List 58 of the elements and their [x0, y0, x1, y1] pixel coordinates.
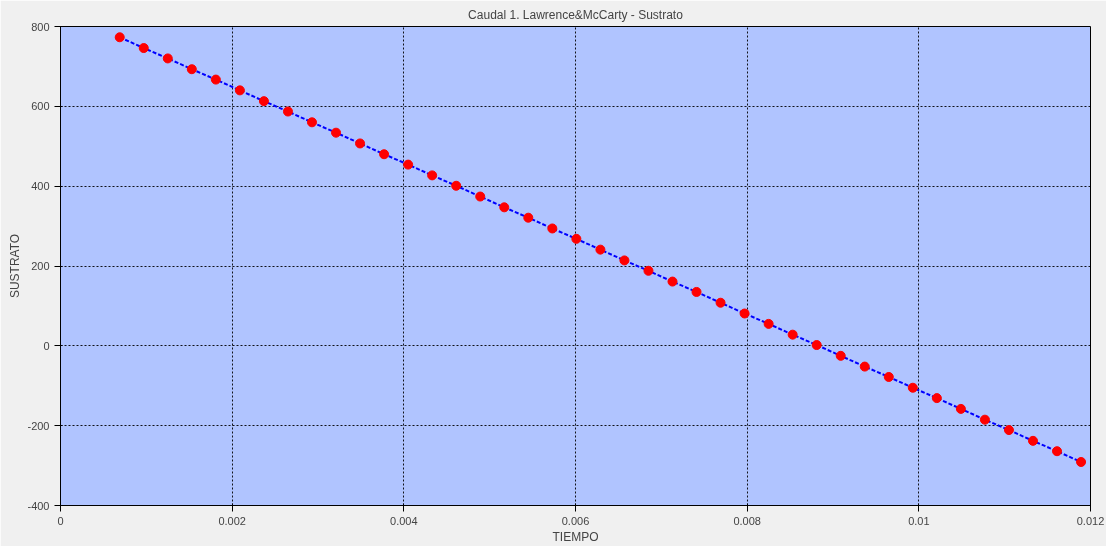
x-tick-label: 0.01	[908, 514, 930, 527]
point	[403, 159, 414, 170]
x-tick-label: 0.004	[390, 514, 418, 527]
point	[210, 74, 221, 85]
point	[258, 96, 269, 107]
point	[979, 414, 990, 425]
point	[355, 138, 366, 149]
point	[475, 191, 486, 202]
y-tick-label: 600	[31, 100, 50, 113]
y-tick-label: 800	[31, 20, 50, 33]
point	[595, 244, 606, 255]
point	[955, 403, 966, 414]
point	[306, 117, 317, 128]
point	[691, 286, 702, 297]
point	[811, 340, 822, 351]
point	[1027, 435, 1038, 446]
x-axis-title: TIEMPO	[552, 529, 599, 544]
point	[162, 53, 173, 64]
y-axis-title: SUSTRATO	[8, 233, 23, 299]
x-tick-label: 0.012	[1076, 514, 1105, 527]
x-tick-label: 0.008	[733, 514, 761, 527]
point	[547, 223, 558, 234]
y-tick-label: -200	[27, 419, 50, 432]
point	[379, 149, 390, 160]
x-tick-label: 0	[57, 514, 64, 527]
point	[859, 361, 870, 372]
point	[907, 382, 918, 393]
point	[234, 85, 245, 96]
point	[282, 106, 293, 117]
y-tick-label: 200	[31, 260, 50, 272]
point	[883, 371, 894, 382]
point	[451, 180, 462, 191]
point	[427, 170, 438, 181]
point	[787, 329, 798, 340]
point	[1076, 457, 1087, 467]
point	[523, 212, 534, 223]
point	[739, 308, 750, 319]
point	[931, 393, 942, 404]
x-tick-label: 0.002	[218, 514, 246, 527]
y-tick-label: 400	[31, 180, 50, 193]
point	[499, 202, 510, 213]
point	[331, 127, 342, 138]
chart-title: Caudal 1. Lawrence&McCarty - Sustrato	[468, 7, 684, 22]
point	[667, 276, 678, 287]
point	[763, 318, 774, 329]
point	[1052, 446, 1063, 457]
point	[1003, 425, 1014, 436]
point	[186, 64, 197, 75]
point	[114, 32, 125, 43]
point	[835, 350, 846, 361]
point	[643, 265, 654, 276]
x-tick-label: 0.006	[561, 514, 590, 527]
point	[571, 233, 582, 244]
point	[619, 255, 630, 266]
point	[138, 43, 149, 54]
y-tick-label: 0	[43, 339, 50, 352]
point	[715, 297, 726, 308]
y-tick-label: -400	[27, 499, 50, 512]
